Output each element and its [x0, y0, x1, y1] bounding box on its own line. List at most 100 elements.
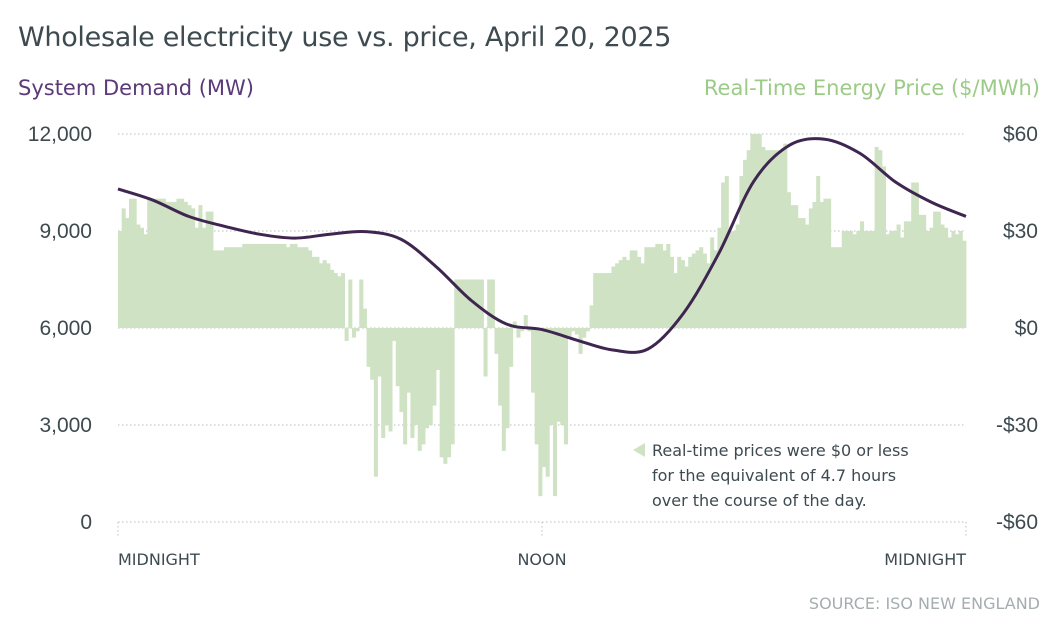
price-bar	[706, 263, 711, 328]
price-bar	[607, 273, 612, 328]
price-bar	[410, 328, 415, 438]
price-bar	[574, 328, 579, 335]
price-bar	[827, 198, 832, 328]
price-bar	[121, 208, 126, 328]
price-bar	[194, 227, 199, 328]
price-bar	[622, 256, 627, 328]
price-bar	[414, 328, 419, 425]
price-bar	[271, 243, 276, 328]
price-bar	[743, 159, 748, 328]
price-bar	[534, 328, 539, 445]
price-bar	[881, 166, 886, 328]
price-bar	[260, 243, 265, 328]
price-bar	[951, 231, 956, 328]
price-bar	[282, 243, 287, 328]
price-bar	[655, 243, 660, 328]
price-bar	[216, 250, 221, 328]
price-bar	[125, 218, 130, 328]
price-bar	[417, 328, 422, 451]
price-bar	[637, 256, 642, 328]
price-bar	[176, 198, 181, 328]
price-bar	[454, 279, 459, 328]
price-bar	[443, 328, 448, 464]
price-bar	[520, 328, 525, 332]
price-bar	[874, 146, 879, 328]
annotation: Real-time prices were $0 or less for the…	[633, 441, 909, 510]
price-bar	[118, 231, 123, 328]
price-bar	[732, 231, 737, 328]
price-bar	[293, 243, 298, 328]
price-bar	[735, 224, 740, 328]
price-bar	[629, 250, 634, 328]
price-bar	[691, 253, 696, 328]
price-bar	[132, 198, 137, 328]
price-bar	[388, 328, 393, 432]
demand-line	[117, 137, 967, 354]
price-bar	[366, 328, 371, 367]
price-bar	[436, 328, 441, 371]
price-bar	[903, 221, 908, 328]
price-bar	[563, 328, 568, 445]
price-bar	[322, 260, 327, 328]
price-bar	[823, 198, 828, 328]
price-bar	[425, 328, 430, 429]
price-bar	[889, 231, 894, 328]
price-bar	[885, 234, 890, 328]
price-bar	[790, 205, 795, 328]
price-bar	[658, 243, 664, 328]
price-bar	[253, 243, 258, 328]
price-bar	[538, 328, 543, 497]
price-bar	[955, 234, 960, 328]
price-bar	[275, 243, 280, 328]
price-bar	[359, 279, 364, 328]
price-bar	[300, 247, 305, 328]
price-bar	[600, 273, 605, 328]
price-bar	[922, 214, 927, 328]
price-bar	[684, 266, 689, 328]
price-bar	[395, 328, 400, 387]
price-bar	[812, 201, 817, 328]
price-bar	[355, 328, 360, 332]
price-bar	[128, 198, 134, 328]
price-bar	[856, 231, 861, 328]
price-bar	[392, 328, 397, 341]
price-bar	[914, 182, 919, 328]
price-bar	[428, 328, 433, 425]
price-bar	[154, 198, 159, 328]
price-bar	[213, 250, 218, 328]
price-bar	[523, 315, 528, 328]
price-bar	[852, 234, 857, 328]
price-bar	[172, 201, 177, 328]
price-bar	[936, 211, 941, 328]
price-bar	[933, 211, 938, 328]
right-tick-label: $0	[1015, 317, 1038, 340]
price-bar	[925, 231, 930, 328]
price-bar	[286, 247, 291, 328]
price-bar	[406, 328, 411, 393]
price-bar	[340, 273, 346, 328]
price-bar	[768, 150, 773, 328]
price-bar	[264, 243, 269, 328]
price-bar	[450, 328, 455, 445]
price-bar	[476, 279, 481, 328]
price-bar	[191, 208, 196, 328]
price-bar	[351, 328, 356, 338]
price-bar	[432, 328, 437, 406]
x-tick-label: NOON	[517, 550, 566, 569]
price-bar	[589, 305, 594, 328]
price-bar	[249, 243, 254, 328]
price-bar	[370, 328, 375, 380]
price-bar	[446, 328, 452, 458]
price-bar	[801, 218, 806, 328]
price-bar	[786, 192, 791, 328]
price-bar	[487, 279, 492, 328]
price-bar	[509, 328, 514, 367]
price-bar	[710, 237, 715, 328]
price-bar	[571, 328, 576, 332]
price-bar	[640, 263, 645, 328]
price-bar	[333, 273, 338, 328]
price-bar	[911, 182, 916, 328]
price-bar	[860, 221, 865, 328]
price-bar	[830, 247, 835, 328]
price-bar	[673, 273, 678, 328]
